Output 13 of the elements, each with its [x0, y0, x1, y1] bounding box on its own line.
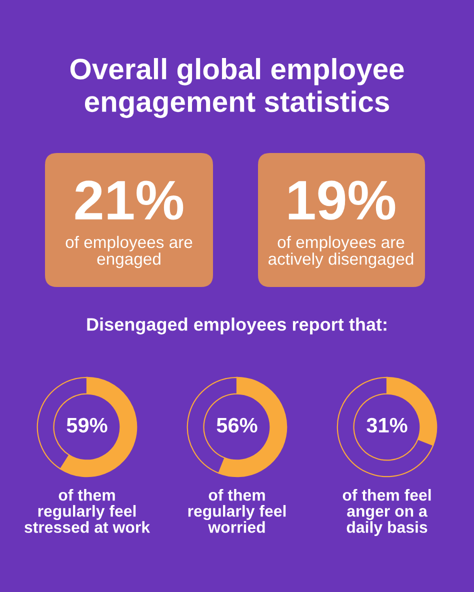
data-label: 56%: [216, 418, 258, 433]
text: of employees are engaged: [66, 236, 192, 268]
text: 19%: [288, 180, 396, 220]
text: of them feel anger on a daily basis: [342, 489, 431, 536]
text: of employees are actively disengaged: [268, 236, 414, 268]
text: of them regularly feel stressed at work: [24, 489, 150, 533]
data-label: 31%: [366, 418, 408, 433]
text: of them regularly feel worried: [188, 489, 286, 533]
text: Overall global employee engagement statistics: [70, 58, 404, 118]
text: 21%: [75, 180, 184, 220]
data-label: 59%: [66, 418, 108, 433]
donut-slice: [336, 376, 434, 478]
text: Disengaged employees report that:: [87, 318, 386, 334]
